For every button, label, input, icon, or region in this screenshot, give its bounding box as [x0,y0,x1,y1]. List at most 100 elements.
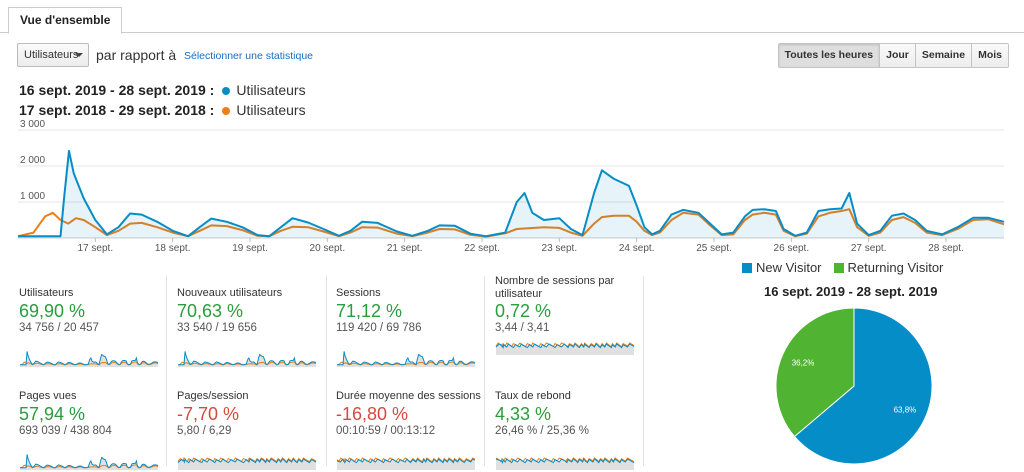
sparkline-area [20,454,158,470]
sparkline-line [336,361,476,366]
metric-pages-per-session[interactable]: Pages/session -7,70 % 5,80 / 6,29 [177,390,332,472]
metric-comparison: 3,44 / 3,41 [495,322,550,334]
pie-slice[interactable] [793,307,933,465]
metric-sessions[interactable]: Sessions 71,12 % 119 420 / 69 786 [336,287,491,383]
visitor-pie-chart: 63,8% 36,2% [775,307,933,465]
users-line-chart: 3 000 2 000 1 000 17 sept. 18 sept. 19 sept. 2… [17,120,1005,254]
metric-sessions-per-user[interactable]: Nombre de sessions par utilisateur 0,72 … [495,275,645,371]
date-range-metric: Utilisateurs [236,102,306,118]
metric-name: Taux de rebond [495,390,571,402]
metric-new-users[interactable]: Nouveaux utilisateurs 70,63 % 33 540 / 1… [177,287,332,383]
metric-dropdown[interactable]: Utilisateurs [17,43,89,67]
sparkline-area [337,351,475,367]
metric-name: Nombre de sessions par utilisateur [495,275,615,300]
day-button[interactable]: Jour [879,44,915,67]
date-range-text: 17 sept. 2018 - 29 sept. 2018 : [19,102,215,118]
sparkline-line [19,361,159,366]
sparkline-line [336,457,476,463]
metric-change: 71,12 % [336,301,403,321]
date-range-text: 16 sept. 2019 - 28 sept. 2019 : [19,82,215,98]
metric-comparison: 26,46 % / 25,36 % [495,425,589,437]
pie-slice[interactable] [775,307,855,438]
series-dot-icon [222,106,231,115]
metric-bounce-rate[interactable]: Taux de rebond 4,33 % 26,46 % / 25,36 % [495,390,650,472]
divider [326,276,327,466]
series-line [18,149,1005,238]
y-tick-label: 2 000 [20,155,45,166]
x-tick-label: 17 sept. [78,243,114,254]
x-tick-label: 21 sept. [387,243,423,254]
series-line [17,208,1005,238]
x-tick-label: 20 sept. [310,243,346,254]
sparkline-line [20,454,159,469]
metric-users[interactable]: Utilisateurs 69,90 % 34 756 / 20 457 [19,287,174,383]
metric-comparison: 33 540 / 19 656 [177,322,257,334]
x-tick-label: 22 sept. [464,243,500,254]
sparkline-area [20,351,158,367]
metric-avg-session-duration[interactable]: Durée moyenne des sessions -16,80 % 00:1… [336,390,491,472]
legend-returning-visitor[interactable]: Returning Visitor [847,260,944,275]
sparkline-area [496,344,634,355]
x-tick-label: 26 sept. [774,243,810,254]
metric-change: -16,80 % [336,404,409,424]
series-area [18,150,1004,238]
sparkline [177,457,317,470]
metric-change: 0,72 % [495,301,552,321]
divider [166,276,167,466]
sparkline [495,457,635,470]
x-tick-label: 19 sept. [232,243,268,254]
sparkline [336,457,476,470]
sparkline-line [495,343,635,350]
pie-legend: New Visitor Returning Visitor [742,260,943,275]
metric-name: Nouveaux utilisateurs [177,287,283,299]
metric-comparison: 34 756 / 20 457 [19,322,99,334]
divider [484,276,485,466]
metric-name: Durée moyenne des sessions [336,390,481,402]
metric-change: 70,63 % [177,301,244,321]
y-tick-label: 1 000 [20,191,45,202]
x-tick-label: 24 sept. [619,243,655,254]
x-tick-label: 27 sept. [851,243,887,254]
sparkline [19,351,159,367]
select-stat-link[interactable]: Sélectionner une statistique [184,50,313,62]
sparkline-area [178,351,316,367]
x-tick-label: 23 sept. [542,243,578,254]
metric-change: 57,94 % [19,404,86,424]
date-range-previous: 17 sept. 2018 - 29 sept. 2018 : Utilisate… [19,102,306,118]
compare-label: par rapport à [96,47,177,63]
x-tick-label: 18 sept. [155,243,191,254]
metric-comparison: 693 039 / 438 804 [19,425,112,437]
metric-comparison: 5,80 / 6,29 [177,425,232,437]
metric-change: 69,90 % [19,301,86,321]
sparkline-line [177,457,317,464]
sparkline-line [495,458,635,465]
metric-change: 4,33 % [495,404,552,424]
sparkline-line [177,361,317,366]
x-tick-label: 25 sept. [696,243,732,254]
sparkline-line [20,351,159,366]
month-button[interactable]: Mois [971,44,1008,67]
chevron-down-icon [75,53,83,57]
metric-comparison: 00:10:59 / 00:13:12 [336,425,436,437]
metric-pageviews[interactable]: Pages vues 57,94 % 693 039 / 438 804 [19,390,174,472]
tab-overview[interactable]: Vue d'ensemble [8,7,123,34]
date-range-current: 16 sept. 2019 - 28 sept. 2019 : Utilisate… [19,82,306,98]
pie-slice-label: 36,2% [792,358,815,367]
tab-bar: Vue d'ensemble [0,0,1024,34]
sparkline [495,342,635,355]
metric-dropdown-value: Utilisateurs [24,49,79,61]
pie-slice-label: 63,8% [894,406,917,415]
y-tick-label: 3 000 [20,120,45,130]
hourly-button[interactable]: Toutes les heures [778,44,880,67]
divider [643,276,644,466]
sparkline [336,351,476,367]
metric-name: Sessions [336,287,381,299]
pie-title: 16 sept. 2019 - 28 sept. 2019 [764,284,938,299]
metric-name: Pages/session [177,390,249,402]
week-button[interactable]: Semaine [914,44,972,67]
sparkline [19,454,159,470]
sparkline-line [336,458,476,464]
sparkline-line [19,464,159,469]
x-tick-label: 28 sept. [928,243,964,254]
legend-new-visitor[interactable]: New Visitor [756,260,822,275]
